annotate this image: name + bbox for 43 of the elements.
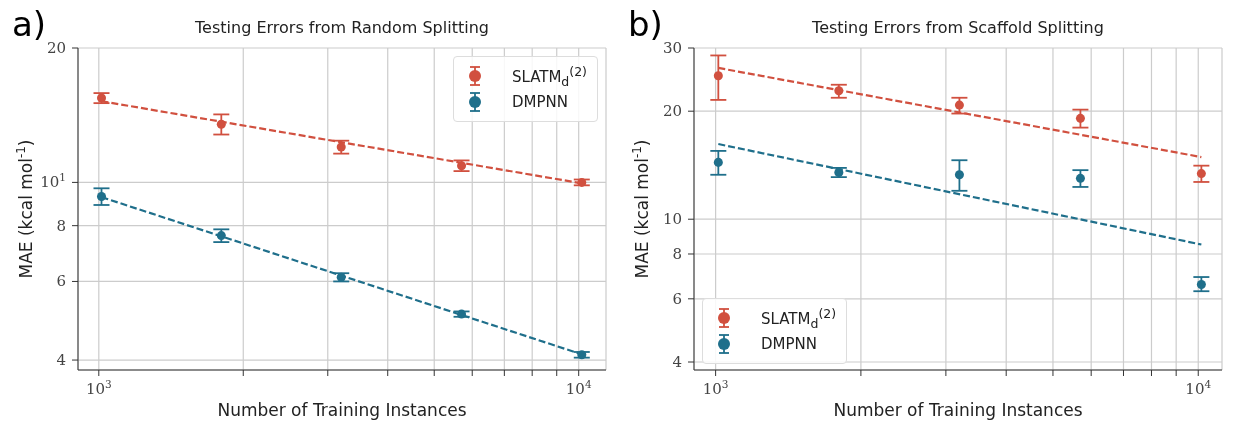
- legend-label: DMPNN: [761, 335, 817, 353]
- point: [96, 93, 107, 103]
- point: [834, 86, 844, 96]
- point: [457, 309, 467, 319]
- point: [336, 272, 346, 282]
- point: [954, 100, 964, 110]
- point: [216, 231, 226, 241]
- y-tick-label: 10$^{1}$: [40, 171, 66, 192]
- point: [96, 191, 107, 201]
- point: [216, 119, 226, 129]
- y-tick-label: 10: [662, 210, 682, 229]
- x-axis-title: Number of Training Instances: [217, 400, 467, 420]
- y-tick-label: 6: [56, 272, 66, 291]
- x-tick-label: 10$^{4}$: [565, 378, 592, 398]
- text: a): [12, 4, 47, 44]
- point: [577, 177, 587, 187]
- point: [713, 157, 723, 167]
- y-tick-label: 4: [56, 351, 66, 370]
- point: [834, 167, 844, 177]
- y-tick-label: 20: [662, 102, 682, 121]
- y-tick-label: 20: [46, 39, 66, 57]
- y-tick-label: 8: [56, 216, 66, 235]
- chart-title: Testing Errors from Random Splitting: [194, 18, 490, 37]
- legend-label: DMPNN: [511, 93, 568, 111]
- x-tick-label: 10$^{4}$: [1185, 378, 1212, 398]
- x-tick-label: 10$^{3}$: [85, 378, 112, 398]
- point: [1075, 173, 1085, 183]
- y-tick-label: 8: [672, 244, 682, 263]
- text: b): [628, 4, 663, 44]
- chart-title: Testing Errors from Scaffold Splitting: [811, 18, 1105, 37]
- point: [336, 142, 346, 152]
- y-tick-label: 6: [672, 289, 682, 308]
- point: [1196, 279, 1206, 289]
- x-tick-label: 10$^{3}$: [702, 378, 729, 398]
- point: [713, 71, 723, 81]
- x-axis-title: Number of Training Instances: [833, 400, 1083, 420]
- point: [577, 350, 587, 360]
- point: [457, 161, 467, 171]
- point: [954, 170, 964, 180]
- y-tick-label: 4: [672, 353, 682, 372]
- point: [1196, 169, 1206, 179]
- y-tick-label: 30: [662, 39, 682, 57]
- point: [1075, 113, 1085, 123]
